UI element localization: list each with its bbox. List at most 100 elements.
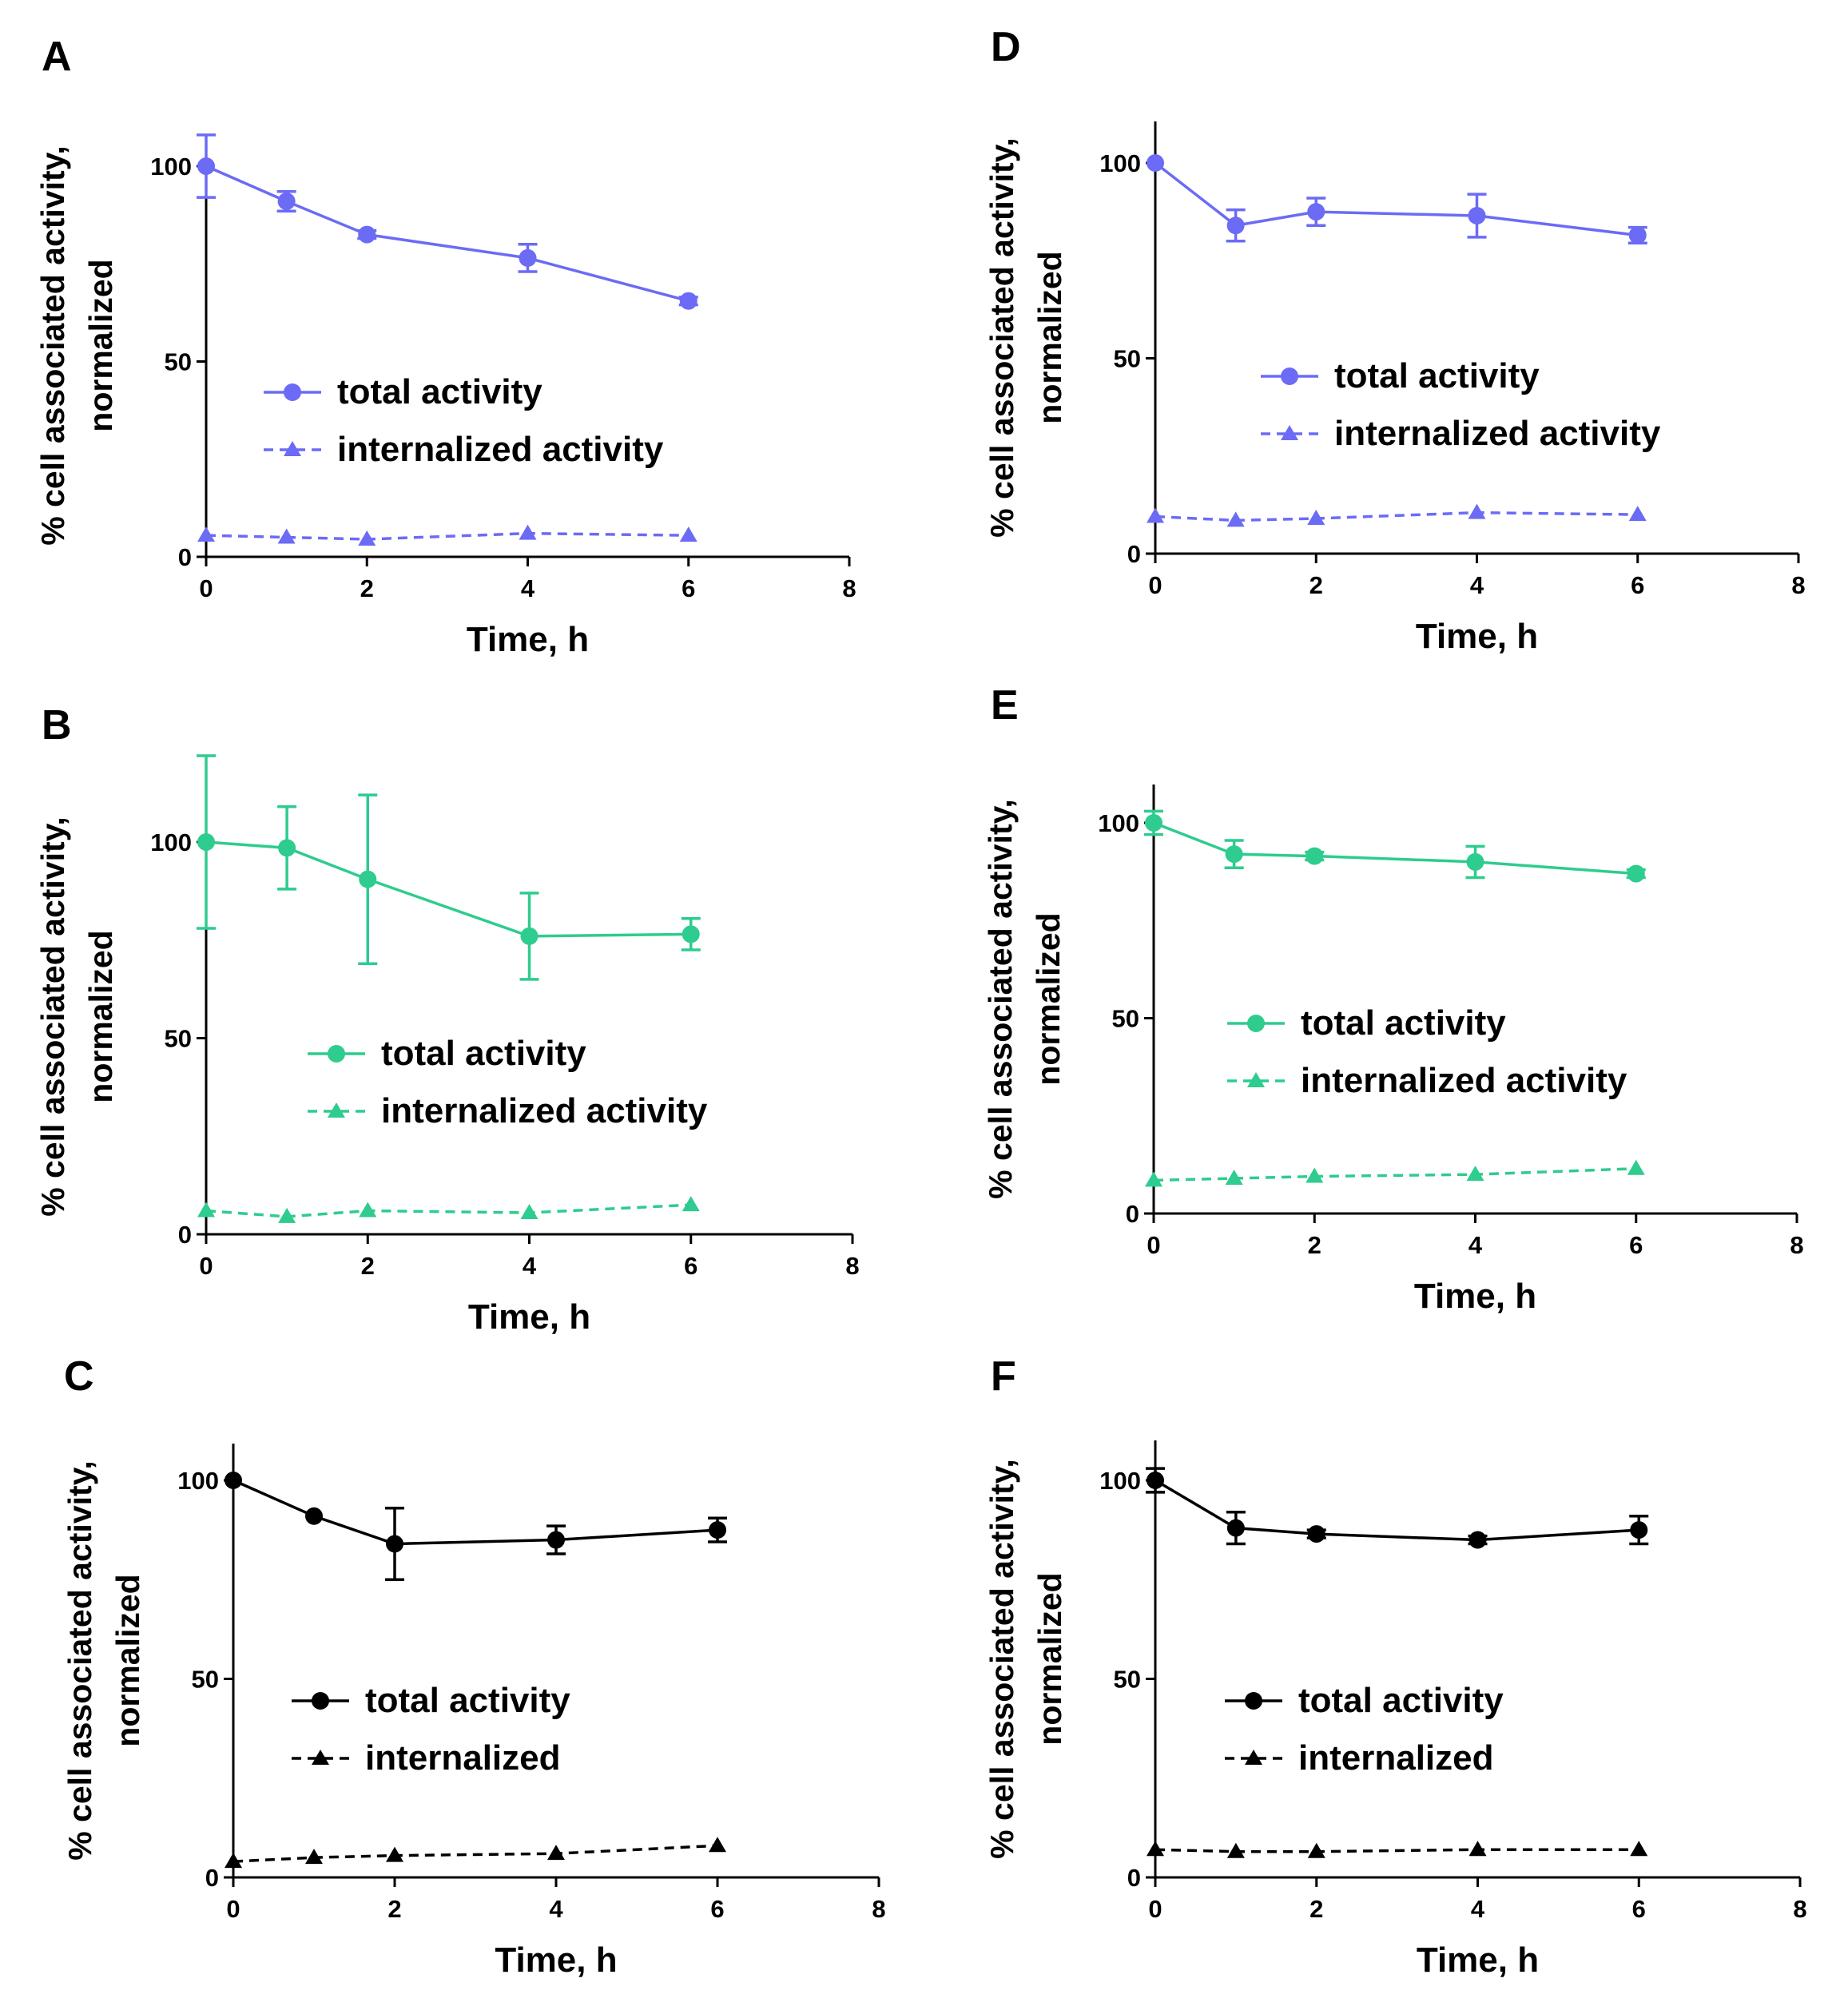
x-axis-label: Time, h	[467, 620, 589, 659]
x-tick-label: 8	[845, 1252, 859, 1280]
x-tick-label: 2	[1309, 571, 1323, 599]
data-point-triangle	[278, 1207, 296, 1223]
data-point-circle	[1307, 1525, 1325, 1543]
legend-entry: internalized activity	[1261, 414, 1661, 453]
data-point-circle	[305, 1507, 323, 1525]
data-point-triangle	[1466, 1166, 1484, 1182]
chart-panel-c: C 0 50 100 0 2 4 6 8 Time, h % cell associated act…	[62, 1353, 886, 1980]
data-point-triangle	[709, 1837, 726, 1853]
data-point-triangle	[358, 530, 376, 546]
y-axis-label: % cell associated activity,	[62, 1460, 98, 1861]
data-point-triangle	[1630, 1841, 1648, 1857]
series-line	[1153, 821, 1636, 876]
chart-panel-f: F 0 50 100 0 2 4 6 8 Time, h % cell associated act…	[984, 1353, 1807, 1980]
series-internalized	[225, 1837, 726, 1869]
data-point-circle	[1225, 845, 1243, 864]
series-internalized	[197, 1196, 700, 1223]
y-tick-label: 50	[1114, 1666, 1141, 1694]
x-tick-label: 6	[684, 1252, 697, 1280]
x-tick-label: 6	[1629, 1231, 1643, 1259]
series-internalized	[1147, 503, 1647, 527]
legend-label: total activity	[1301, 1003, 1506, 1043]
x-tick-label: 4	[1468, 1231, 1483, 1259]
legend-entry: total activity	[1227, 1003, 1506, 1043]
x-axis-label: Time, h	[468, 1297, 590, 1337]
x-tick-label: 0	[1148, 1895, 1162, 1923]
data-point-triangle	[1226, 511, 1245, 527]
legend-label: total activity	[337, 372, 542, 411]
x-tick-label: 6	[682, 574, 695, 602]
data-point-triangle	[305, 1849, 323, 1865]
x-axis-label: Time, h	[1416, 617, 1538, 656]
chart-panel-a: A 0 50 100 0 2 4 6 8 Time, h % cell associated act…	[34, 34, 856, 659]
data-point-circle	[278, 839, 296, 857]
data-point-circle	[1468, 207, 1486, 225]
series-line	[1155, 1848, 1639, 1853]
data-point-circle	[1466, 852, 1484, 871]
data-point-triangle	[520, 1203, 539, 1219]
y-tick-label: 0	[1127, 540, 1141, 568]
legend-entry: internalized activity	[1227, 1061, 1627, 1100]
x-tick-label: 8	[872, 1895, 885, 1923]
x-tick-label: 0	[199, 1252, 213, 1280]
legend-label: total activity	[365, 1681, 570, 1720]
series-line	[1155, 510, 1638, 522]
panel-letter: C	[64, 1353, 94, 1400]
series-total	[197, 754, 701, 981]
legend-marker-circle	[284, 383, 301, 401]
y-axis-label-line2: normalized	[109, 1574, 146, 1746]
legend-entry: total activity	[308, 1034, 586, 1073]
legend-entry: total activity	[264, 372, 542, 411]
y-tick-label: 50	[1114, 345, 1141, 373]
series-internalized	[1147, 1841, 1648, 1858]
x-axis-label: Time, h	[1414, 1277, 1536, 1316]
x-tick-label: 8	[1793, 1895, 1806, 1923]
data-point-triangle	[277, 528, 296, 544]
legend-label: internalized activity	[381, 1091, 708, 1130]
series-total	[1144, 809, 1646, 883]
data-point-circle	[682, 925, 700, 943]
y-axis-label: % cell associated activity,	[34, 816, 71, 1217]
series-internalized	[197, 524, 697, 546]
data-point-circle	[197, 157, 215, 175]
data-point-circle	[1145, 814, 1162, 832]
data-point-triangle	[386, 1846, 403, 1862]
data-point-triangle	[1226, 1842, 1245, 1858]
y-axis-label-line2: normalized	[82, 259, 119, 431]
x-tick-label: 2	[387, 1895, 401, 1923]
legend-label: internalized activity	[337, 430, 664, 469]
series-line	[232, 1844, 718, 1863]
x-tick-label: 2	[1308, 1231, 1321, 1259]
y-axis-label: % cell associated activity,	[984, 1459, 1020, 1859]
data-point-circle	[679, 292, 697, 310]
y-tick-label: 100	[177, 1467, 219, 1495]
data-point-circle	[1226, 216, 1245, 235]
legend-marker-circle	[1245, 1692, 1262, 1710]
panel-letter: E	[991, 682, 1019, 729]
data-point-triangle	[1307, 509, 1325, 525]
chart-panel-b: B 0 50 100 0 2 4 6 8 Time, h % cell associated act…	[34, 702, 860, 1337]
legend-label: total activity	[381, 1034, 586, 1073]
x-tick-label: 4	[549, 1895, 563, 1923]
legend-label: internalized	[365, 1738, 561, 1778]
data-point-triangle	[1225, 1169, 1243, 1185]
y-tick-label: 100	[150, 828, 192, 856]
x-tick-label: 4	[523, 1252, 537, 1280]
data-point-triangle	[1628, 506, 1647, 522]
data-point-triangle	[1468, 503, 1486, 519]
series-line	[1153, 1167, 1636, 1182]
data-point-triangle	[1145, 1171, 1162, 1187]
data-point-circle	[1628, 226, 1647, 244]
data-point-circle	[519, 248, 537, 267]
data-point-triangle	[197, 1202, 215, 1218]
x-tick-label: 8	[1791, 571, 1805, 599]
legend-entry: internalized activity	[308, 1091, 708, 1130]
legend-label: internalized	[1298, 1738, 1494, 1778]
x-tick-label: 6	[1632, 1895, 1646, 1923]
series-total	[197, 133, 698, 310]
legend-label: internalized activity	[1334, 414, 1661, 453]
series-total	[225, 1472, 727, 1581]
y-axis-label-line2: normalized	[82, 930, 119, 1102]
legend-marker-triangle	[284, 441, 301, 456]
